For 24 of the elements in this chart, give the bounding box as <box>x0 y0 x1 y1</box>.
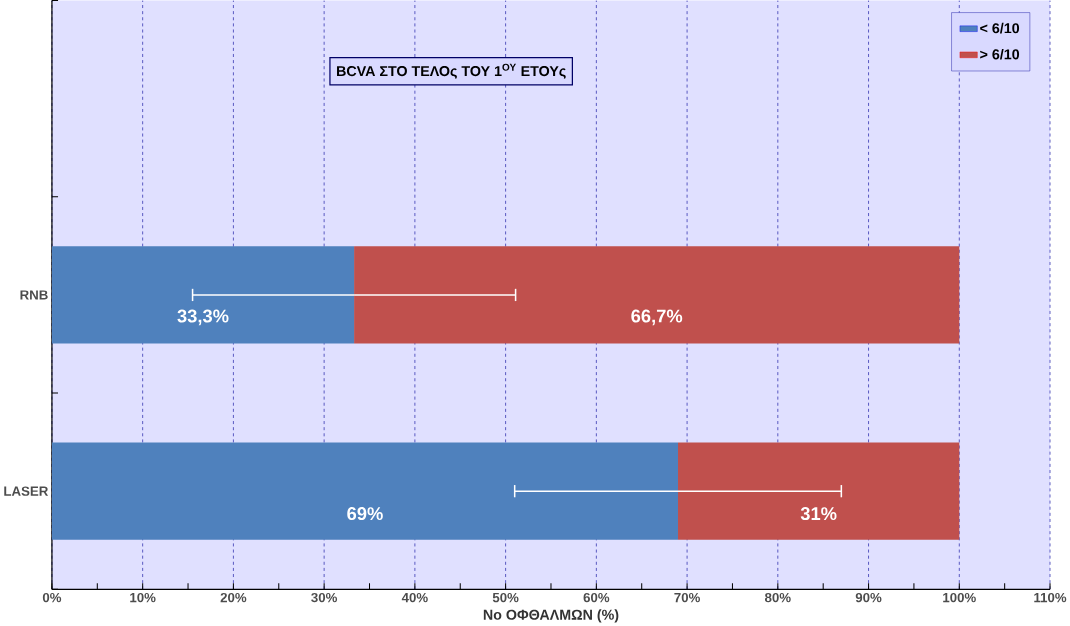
legend-label: > 6/10 <box>980 48 1020 60</box>
x-axis-title: Νο ΟΦΘΑΛΜΩΝ (%) <box>483 609 619 623</box>
x-tick-label: 80% <box>764 592 791 603</box>
y-tick-label: LASER <box>4 486 49 496</box>
x-tick-label: 0% <box>42 592 62 603</box>
x-tick-label: 20% <box>220 592 247 603</box>
x-tick-label: 40% <box>401 592 428 603</box>
x-tick-label: 90% <box>855 592 882 603</box>
data-label: 69% <box>347 507 383 521</box>
legend-label: < 6/10 <box>980 22 1020 34</box>
x-tick-label: 110% <box>1034 592 1067 603</box>
x-tick-label: 30% <box>311 592 338 603</box>
x-tick-label: 10% <box>130 592 156 603</box>
x-tick-label: 100% <box>943 592 976 603</box>
text: BCVA ΣΤΟ ΤΕΛΟς ΤΟΥ 1$^{ΟΥ}$ ΕΤΟΥς <box>337 63 566 79</box>
x-tick-label: 70% <box>674 592 700 603</box>
x-tick-label: 60% <box>583 592 610 603</box>
bar <box>354 246 960 344</box>
data-label: 31% <box>800 507 837 521</box>
data-label: 33,3% <box>177 309 229 326</box>
data-label: 66,7% <box>631 309 683 326</box>
x-tick-label: 50% <box>492 592 519 603</box>
bar <box>51 442 679 540</box>
y-tick-label: RNB <box>20 290 48 300</box>
